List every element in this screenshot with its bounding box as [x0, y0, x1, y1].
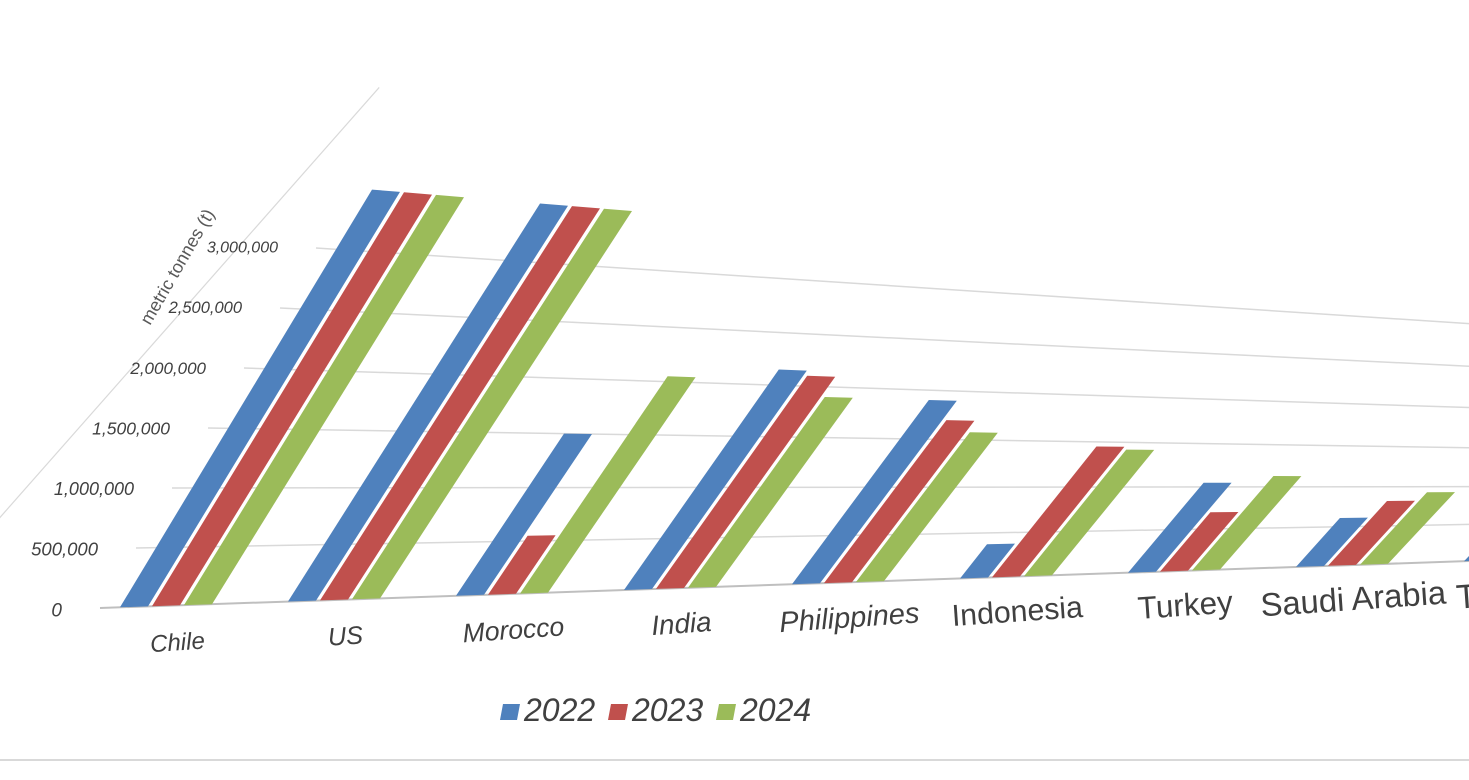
- bar-turkey-2023: [1160, 512, 1239, 572]
- y-tick-label: 1,500,000: [92, 418, 170, 438]
- bar-india-2024: [688, 397, 853, 588]
- bar-chile-2024: [184, 194, 464, 606]
- y-tick-label: 0: [51, 600, 62, 621]
- x-tick-label: Thailand: [1455, 570, 1469, 617]
- bar-india-2022: [624, 369, 807, 590]
- bar-chile-2023: [152, 192, 432, 607]
- legend-label-2024: 2024: [739, 692, 811, 728]
- bar-indonesia-2024: [1024, 449, 1155, 577]
- bar-philippines-2023: [824, 420, 975, 584]
- legend-label-2022: 2022: [523, 692, 595, 728]
- bar-us-2023: [320, 206, 600, 601]
- divider: [0, 759, 1469, 761]
- bar-morocco-2022: [456, 433, 592, 596]
- x-axis-category-labels: Chile US Morocco India Philippines Indonesia T…: [149, 570, 1469, 659]
- x-tick-label: Philippines: [778, 597, 920, 639]
- x-tick-label: Saudi Arabia: [1259, 573, 1448, 623]
- y-tick-label: 2,000,000: [129, 359, 206, 378]
- legend: 2022 2023 2024: [500, 692, 811, 728]
- legend-swatch-2023: [608, 704, 628, 720]
- y-tick-label: 2,500,000: [168, 299, 243, 317]
- bar-morocco-2024: [520, 376, 696, 594]
- bar-thailand-2022: [1464, 556, 1469, 562]
- x-tick-label: Turkey: [1137, 583, 1235, 626]
- x-tick-label: India: [650, 606, 712, 641]
- x-tick-label: Chile: [149, 627, 205, 658]
- bar-india-2023: [656, 375, 836, 589]
- legend-label-2023: 2023: [631, 692, 703, 728]
- bar-us-2024: [352, 208, 632, 600]
- bar-morocco-2023: [488, 535, 556, 595]
- bar-philippines-2024: [856, 432, 998, 582]
- legend-swatch-2022: [500, 704, 520, 720]
- bar-indonesia-2022: [960, 543, 1015, 579]
- bar-turkey-2022: [1128, 482, 1232, 573]
- bar-turkey-2024: [1192, 476, 1302, 571]
- y-tick-label: 1,000,000: [54, 479, 134, 499]
- x-tick-label: Morocco: [462, 611, 565, 648]
- bar-saudi-arabia-2023: [1328, 500, 1415, 566]
- bar-indonesia-2023: [992, 446, 1125, 578]
- gridline: [99, 559, 1469, 609]
- bar-philippines-2022: [792, 400, 957, 585]
- y-axis-tick-labels: 0 500,000 1,000,000 1,500,000 2,000,000 2,500…: [31, 240, 278, 622]
- legend-swatch-2024: [716, 704, 736, 720]
- y-tick-label: 500,000: [31, 539, 99, 560]
- bar-chile-2022: [120, 189, 400, 608]
- x-tick-label: US: [327, 621, 364, 651]
- bar-us-2022: [288, 203, 568, 602]
- x-tick-label: Indonesia: [951, 591, 1084, 633]
- bar-saudi-arabia-2022: [1296, 517, 1368, 567]
- y-tick-label: 3,000,000: [207, 240, 278, 257]
- bar-saudi-arabia-2024: [1360, 492, 1455, 565]
- axis-wall-line: [0, 87, 380, 519]
- bars: [120, 189, 1469, 608]
